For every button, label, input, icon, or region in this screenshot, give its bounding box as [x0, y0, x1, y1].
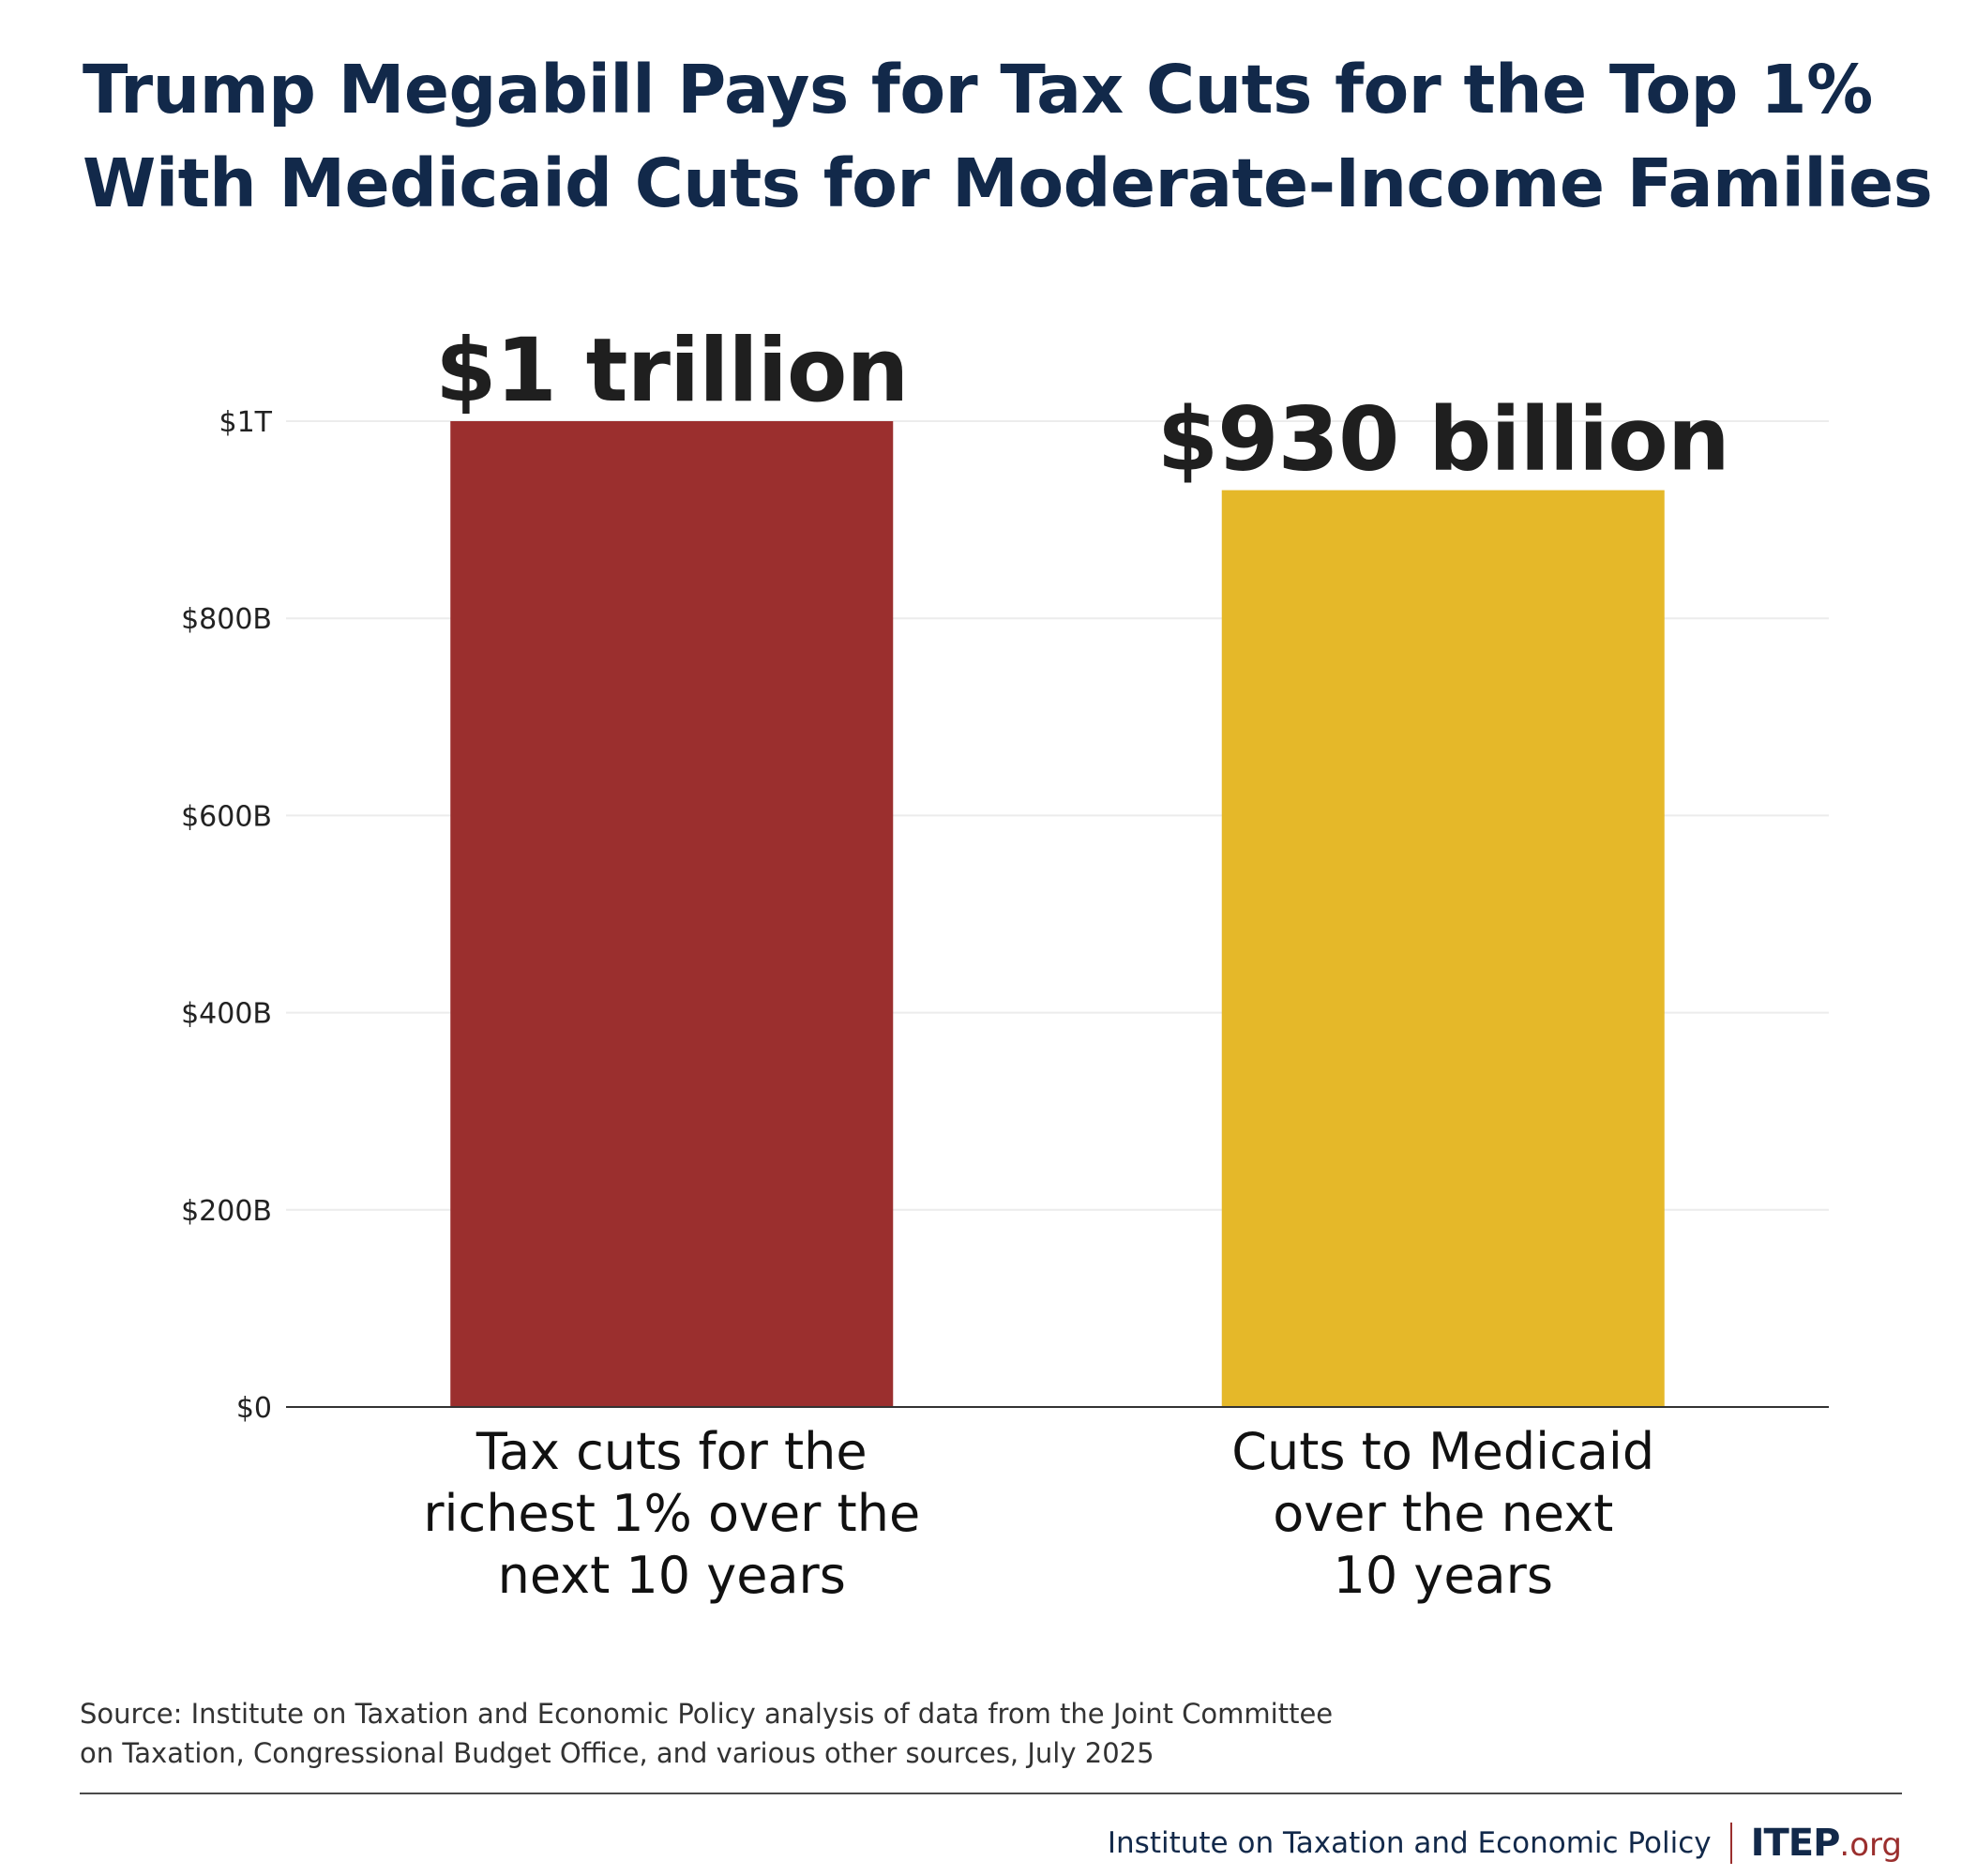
footer-org-name: Institute on Taxation and Economic Polic…: [1107, 1826, 1712, 1860]
footer-divider: [80, 1793, 1902, 1794]
chart-title: Trump Megabill Pays for Tax Cuts for the…: [83, 43, 1949, 231]
y-tick-label: $800B: [181, 603, 272, 636]
logo-suffix-text: .org: [1839, 1826, 1902, 1864]
data-labels: $1 trillion $930 billion: [435, 320, 1730, 492]
category-label-2-line-3: 10 years: [1334, 1546, 1553, 1605]
y-tick-label: $0: [236, 1392, 272, 1425]
bar-2: [1221, 490, 1665, 1407]
bars: [450, 421, 1665, 1407]
source-line-1: Source: Institute on Taxation and Econom…: [80, 1698, 1334, 1730]
source-note: Source: Institute on Taxation and Econom…: [80, 1694, 1674, 1773]
chart-title-line-2: With Medicaid Cuts for Moderate-Income F…: [83, 144, 1933, 222]
logo-main-text: ITEP: [1750, 1822, 1841, 1865]
itep-logo[interactable]: ITEP.org: [1751, 1822, 1902, 1865]
y-tick-label: $200B: [181, 1195, 272, 1228]
source-line-2: on Taxation, Congressional Budget Office…: [80, 1737, 1155, 1769]
y-axis-ticks: $0 $200B $400B $600B $800B $1T: [181, 406, 273, 1425]
category-label-2-line-2: over the next: [1273, 1484, 1613, 1543]
bar-2-data-label: $930 billion: [1157, 389, 1729, 492]
category-label-1-line-2: richest 1% over the: [423, 1484, 920, 1543]
category-label-1-line-1: Tax cuts for the: [475, 1422, 868, 1481]
chart-title-line-1: Trump Megabill Pays for Tax Cuts for the…: [83, 51, 1873, 129]
footer-credit: Institute on Taxation and Economic Polic…: [1108, 1815, 1902, 1871]
y-tick-label: $400B: [181, 998, 272, 1031]
footer-separator: [1729, 1823, 1732, 1864]
bar-1-data-label: $1 trillion: [435, 320, 908, 422]
category-label-1-line-3: next 10 years: [498, 1546, 846, 1605]
y-tick-label: $600B: [181, 800, 272, 833]
category-label-2-line-1: Cuts to Medicaid: [1231, 1422, 1654, 1481]
bar-1: [450, 421, 894, 1407]
y-tick-label: $1T: [219, 406, 273, 439]
